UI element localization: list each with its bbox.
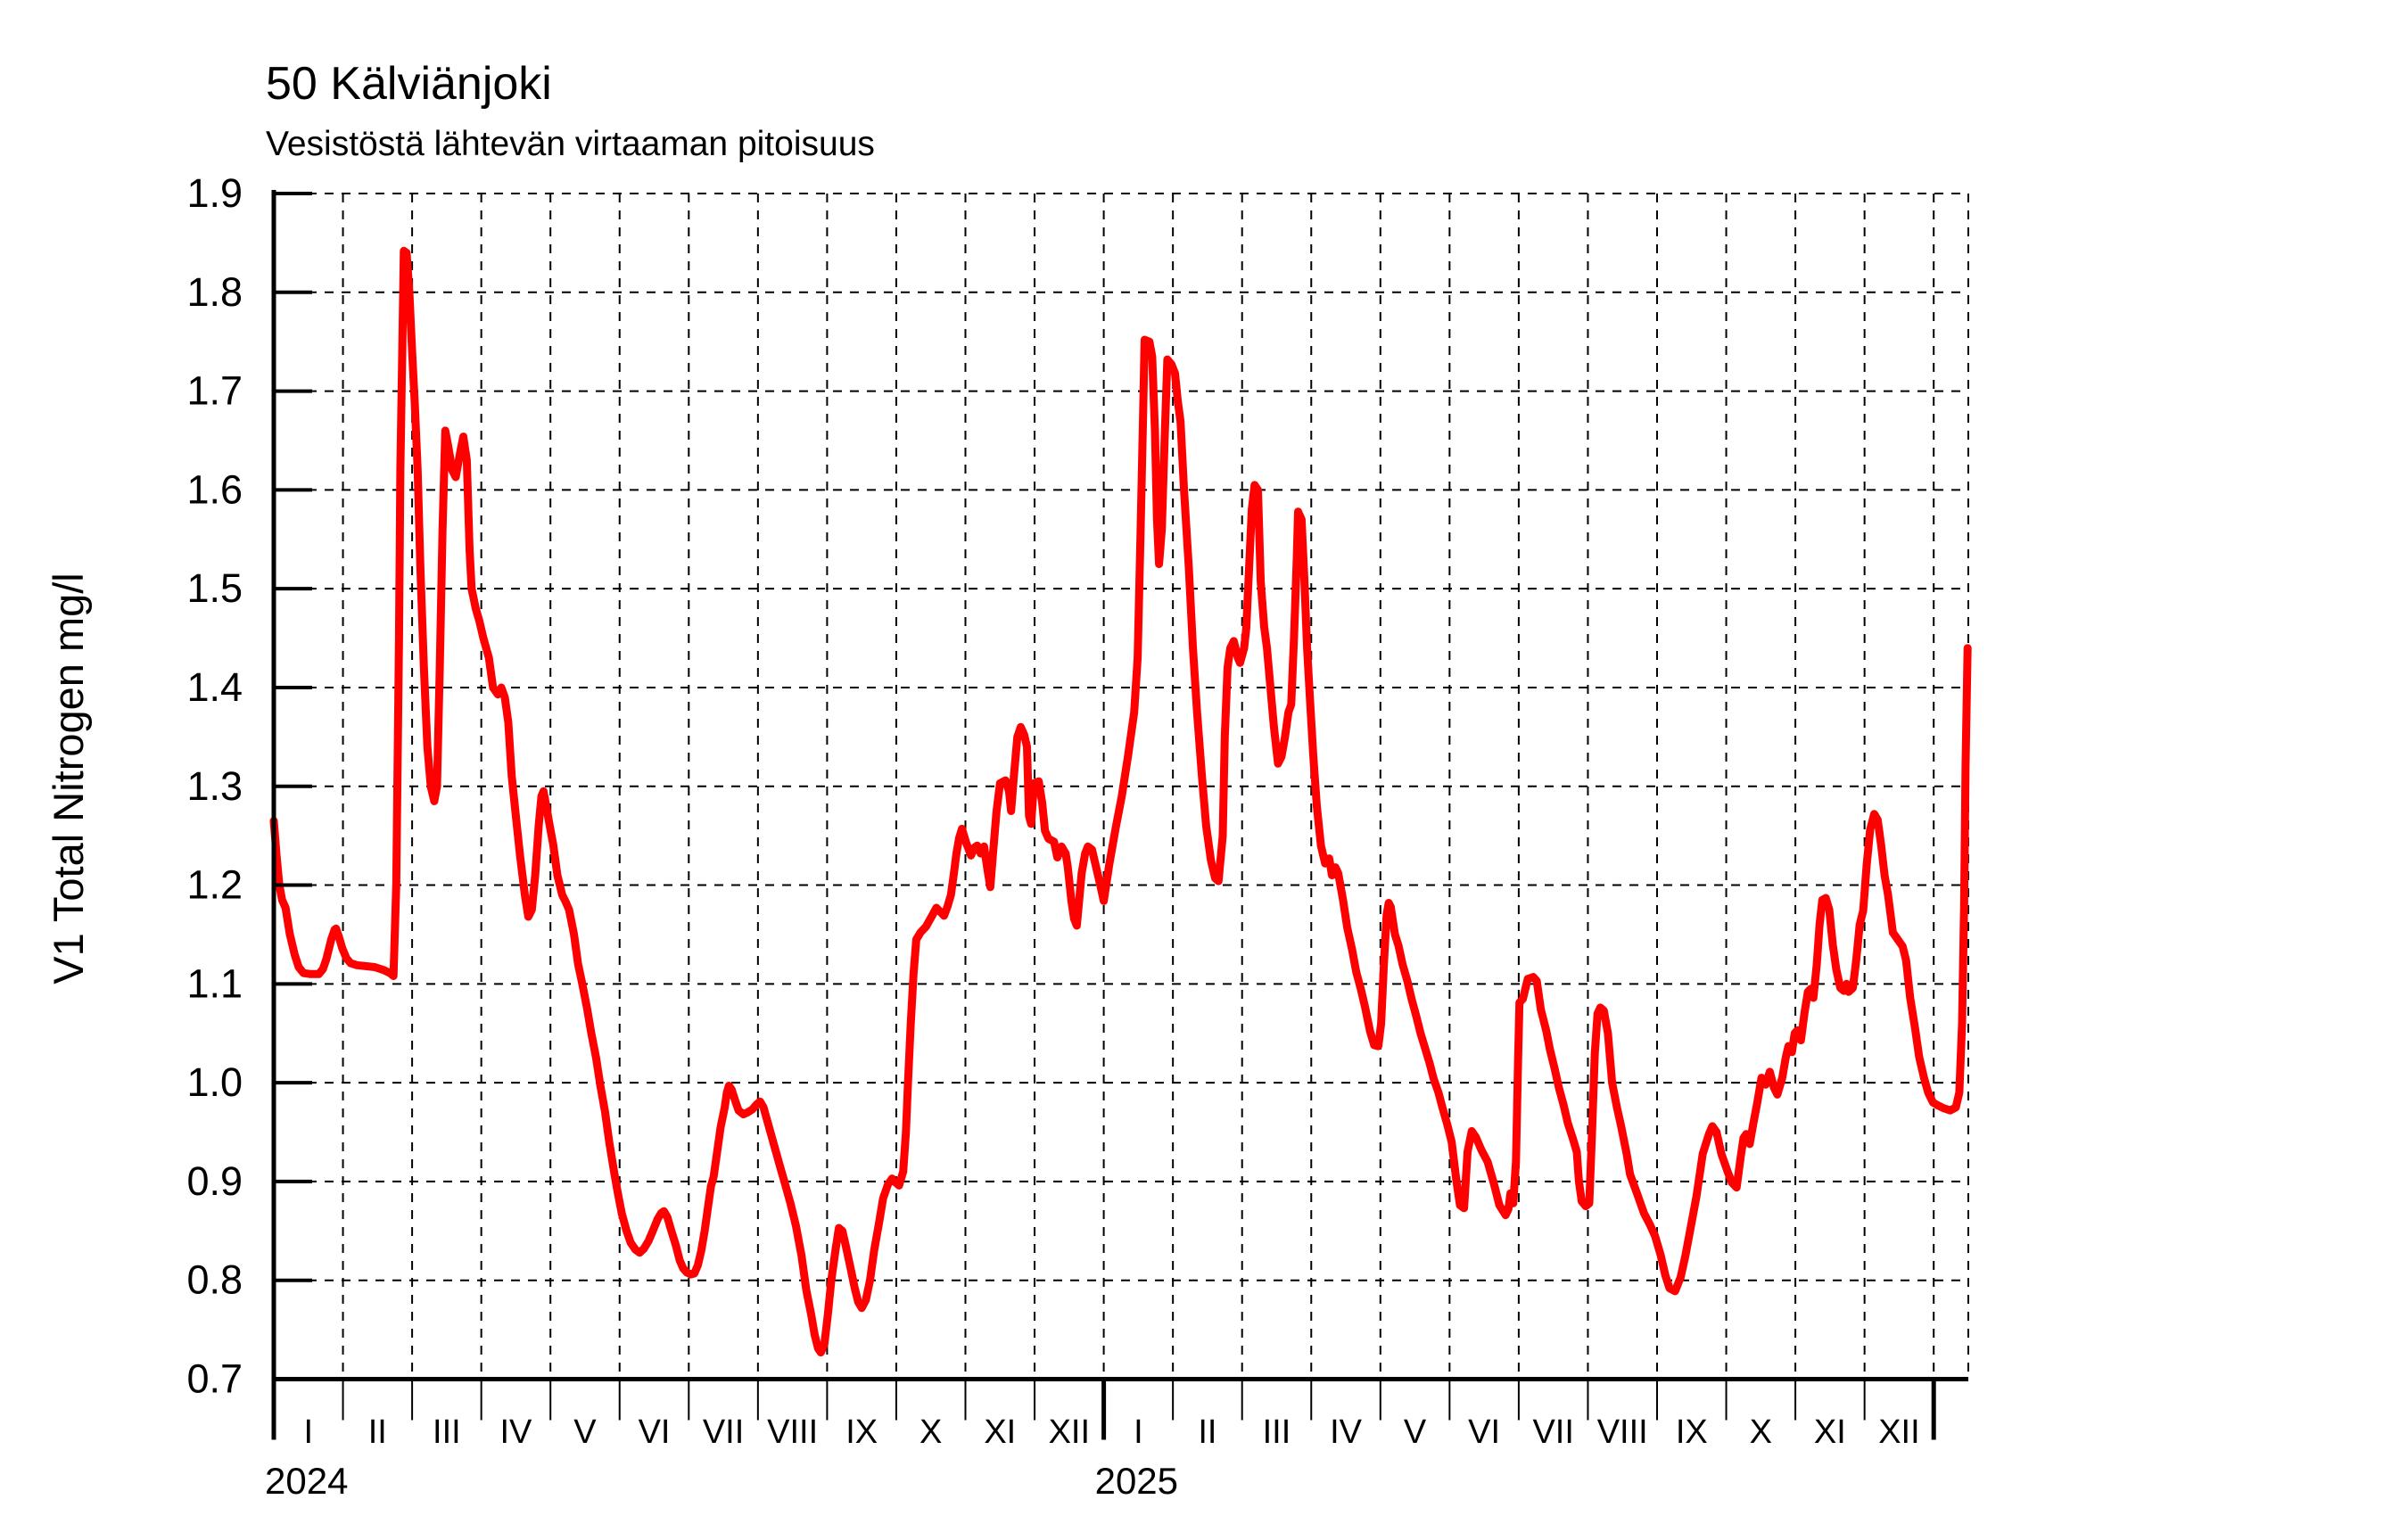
- y-tick-label: 1.8: [186, 269, 243, 315]
- chart-subtitle: Vesistöstä lähtevän virtaaman pitoisuus: [266, 125, 875, 163]
- month-tick-label: I: [1134, 1413, 1143, 1451]
- month-tick-label: VI: [639, 1413, 671, 1451]
- y-tick-label: 1.7: [186, 368, 243, 414]
- month-tick-label: XII: [1878, 1413, 1919, 1451]
- month-tick-label: VIII: [1597, 1413, 1648, 1451]
- month-tick-label: V: [573, 1413, 597, 1451]
- month-tick-label: III: [1263, 1413, 1291, 1451]
- month-tick-label: X: [1750, 1413, 1772, 1451]
- y-tick-label: 1.9: [186, 170, 243, 216]
- y-tick-label: 1.6: [186, 466, 243, 512]
- y-tick-label: 0.9: [186, 1158, 243, 1204]
- month-tick-label: XII: [1049, 1413, 1090, 1451]
- month-tick-label: X: [919, 1413, 942, 1451]
- y-tick-label: 1.5: [186, 565, 243, 611]
- month-tick-label: XI: [984, 1413, 1016, 1451]
- y-tick-label: 1.4: [186, 664, 243, 710]
- month-tick-label: XI: [1814, 1413, 1846, 1451]
- month-tick-label: IX: [1676, 1413, 1708, 1451]
- y-tick-label: 1.2: [186, 862, 243, 908]
- y-tick-label: 1.3: [186, 763, 243, 809]
- y-tick-label: 0.8: [186, 1257, 243, 1303]
- month-tick-label: V: [1404, 1413, 1427, 1451]
- month-tick-label: II: [368, 1413, 387, 1451]
- month-tick-label: IV: [499, 1413, 532, 1451]
- year-label: 2024: [265, 1460, 348, 1502]
- y-axis-label: V1 Total Nitrogen mg/l: [45, 573, 92, 985]
- month-tick-label: VIII: [767, 1413, 818, 1451]
- month-tick-label: III: [433, 1413, 461, 1451]
- year-label: 2025: [1095, 1460, 1178, 1502]
- chart-title: 50 Kälviänjoki: [266, 58, 552, 110]
- series-line: [269, 246, 1972, 1357]
- month-tick-label: II: [1198, 1413, 1216, 1451]
- month-tick-label: VII: [703, 1413, 744, 1451]
- y-tick-label: 1.1: [186, 960, 243, 1006]
- month-tick-label: VI: [1468, 1413, 1500, 1451]
- month-tick-label: IX: [845, 1413, 878, 1451]
- month-tick-label: VII: [1532, 1413, 1573, 1451]
- y-tick-label: 1.0: [186, 1059, 243, 1105]
- month-tick-label: I: [303, 1413, 313, 1451]
- month-tick-label: IV: [1330, 1413, 1363, 1451]
- y-tick-label: 0.7: [186, 1356, 243, 1402]
